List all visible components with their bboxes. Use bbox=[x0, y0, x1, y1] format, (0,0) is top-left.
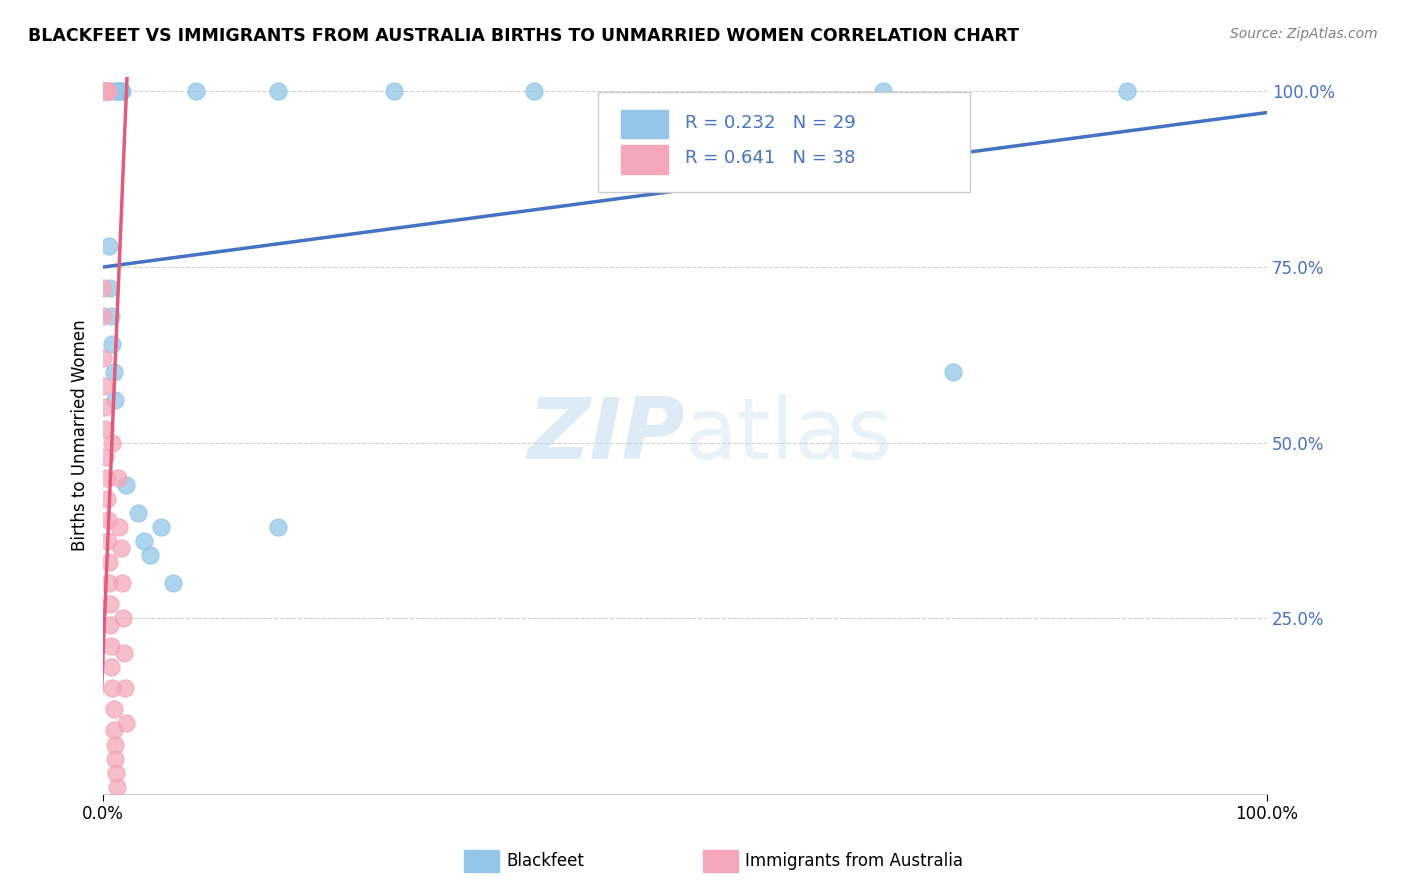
Point bbox=[107, 471, 129, 485]
Point bbox=[91, 309, 114, 323]
Point bbox=[523, 85, 546, 99]
Point bbox=[115, 716, 138, 731]
Text: Source: ZipAtlas.com: Source: ZipAtlas.com bbox=[1230, 27, 1378, 41]
Point bbox=[186, 85, 208, 99]
Point bbox=[104, 765, 127, 780]
Point bbox=[114, 681, 136, 696]
Y-axis label: Births to Unmarried Women: Births to Unmarried Women bbox=[72, 319, 89, 551]
Point bbox=[100, 639, 122, 653]
Point bbox=[104, 85, 127, 99]
Point bbox=[94, 85, 117, 99]
Point bbox=[94, 421, 117, 435]
Point bbox=[98, 597, 121, 611]
Point bbox=[101, 435, 124, 450]
Point bbox=[115, 477, 138, 491]
Point bbox=[97, 85, 120, 99]
Point bbox=[98, 281, 121, 295]
Text: R = 0.232   N = 29: R = 0.232 N = 29 bbox=[685, 113, 856, 131]
Point bbox=[101, 337, 124, 351]
Point bbox=[267, 520, 290, 534]
Point bbox=[91, 85, 114, 99]
Point bbox=[100, 309, 122, 323]
Point bbox=[96, 85, 118, 99]
Point bbox=[103, 702, 125, 716]
Point bbox=[93, 401, 115, 415]
Point bbox=[100, 660, 122, 674]
Point bbox=[382, 85, 405, 99]
Point bbox=[111, 611, 134, 625]
Point bbox=[91, 85, 114, 99]
Point bbox=[97, 533, 120, 548]
Point bbox=[93, 85, 115, 99]
Point bbox=[111, 576, 134, 591]
Text: R = 0.641   N = 38: R = 0.641 N = 38 bbox=[685, 149, 855, 168]
Point bbox=[101, 681, 124, 696]
FancyBboxPatch shape bbox=[598, 92, 970, 192]
Text: Blackfeet: Blackfeet bbox=[506, 852, 583, 870]
Point bbox=[138, 548, 160, 562]
Point bbox=[96, 491, 118, 506]
Point bbox=[150, 520, 173, 534]
Point bbox=[98, 618, 121, 632]
Text: ZIP: ZIP bbox=[527, 394, 685, 477]
Point bbox=[942, 365, 965, 379]
Text: Immigrants from Australia: Immigrants from Australia bbox=[745, 852, 963, 870]
Point bbox=[104, 738, 127, 752]
Point bbox=[91, 281, 114, 295]
Point bbox=[97, 513, 120, 527]
Point bbox=[103, 723, 125, 738]
Point bbox=[97, 555, 120, 569]
Point bbox=[1116, 85, 1139, 99]
Point bbox=[104, 751, 127, 765]
Point bbox=[108, 520, 131, 534]
Point bbox=[110, 85, 132, 99]
Text: atlas: atlas bbox=[685, 394, 893, 477]
Point bbox=[103, 365, 125, 379]
Text: BLACKFEET VS IMMIGRANTS FROM AUSTRALIA BIRTHS TO UNMARRIED WOMEN CORRELATION CHA: BLACKFEET VS IMMIGRANTS FROM AUSTRALIA B… bbox=[28, 27, 1019, 45]
Point bbox=[127, 506, 149, 520]
Point bbox=[111, 85, 134, 99]
Point bbox=[162, 576, 184, 591]
FancyBboxPatch shape bbox=[621, 145, 668, 174]
Point bbox=[110, 541, 132, 555]
Point bbox=[94, 450, 117, 464]
Point bbox=[107, 85, 129, 99]
Point bbox=[105, 780, 128, 794]
Point bbox=[267, 85, 290, 99]
Point bbox=[97, 239, 120, 253]
Point bbox=[96, 471, 118, 485]
Point bbox=[112, 646, 135, 660]
Point bbox=[91, 351, 114, 366]
Point bbox=[97, 85, 120, 99]
Point bbox=[872, 85, 894, 99]
Point bbox=[108, 85, 131, 99]
Point bbox=[132, 533, 155, 548]
Point bbox=[104, 393, 127, 408]
FancyBboxPatch shape bbox=[621, 110, 668, 138]
Point bbox=[105, 85, 128, 99]
Point bbox=[93, 379, 115, 393]
Point bbox=[97, 576, 120, 591]
